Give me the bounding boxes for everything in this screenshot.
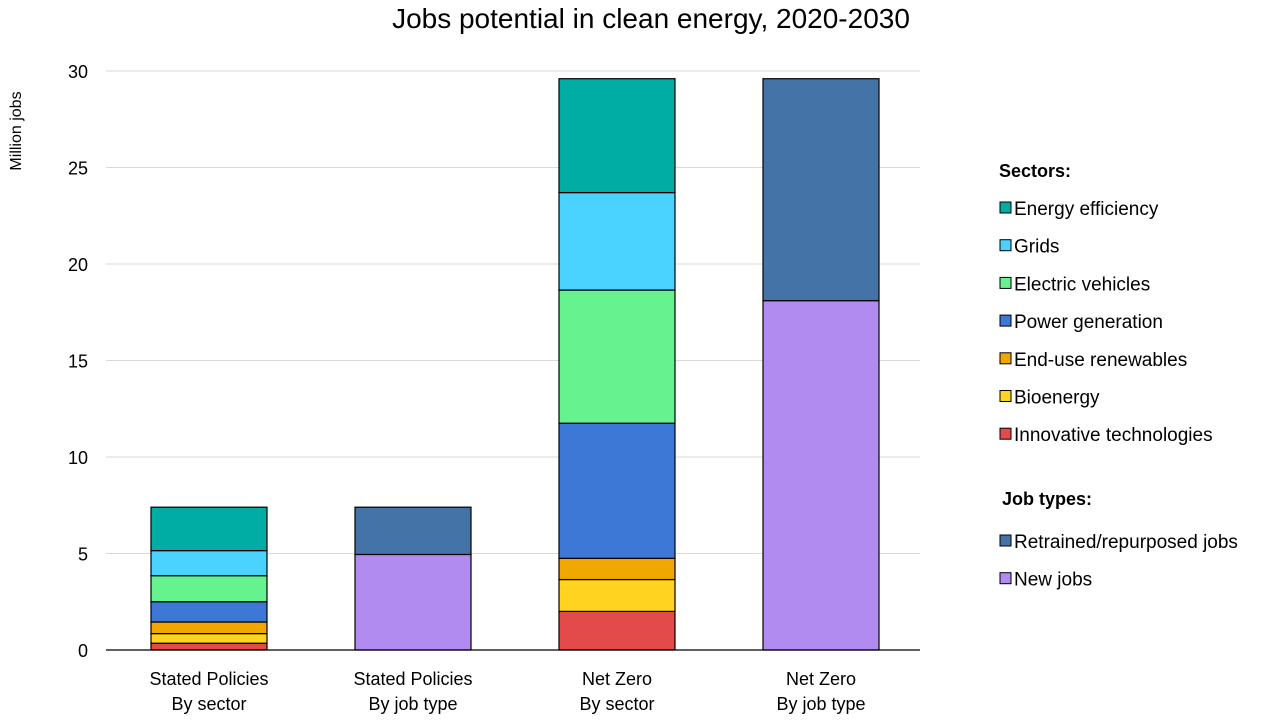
x-category-labels: Stated Policies By sector Stated Policies B… xyxy=(149,669,865,714)
y-tick-label: 20 xyxy=(68,255,88,275)
legend-item-label: Innovative technologies xyxy=(1014,425,1213,446)
x-category-label: By job type xyxy=(368,694,457,714)
bar-segment-new-jobs xyxy=(762,300,880,651)
legend-item-label: End-use renewables xyxy=(1014,350,1187,371)
bar-segment-bioenergy xyxy=(150,632,268,644)
x-category-label: By sector xyxy=(171,694,246,714)
bar-segment-electric-vehicles xyxy=(558,289,676,424)
legend-swatch xyxy=(999,427,1012,440)
bar-segment-new-jobs xyxy=(354,553,472,651)
legend-item-label: Bioenergy xyxy=(1014,388,1100,409)
legend-swatch xyxy=(999,352,1012,365)
legend-swatch xyxy=(999,534,1012,547)
bar-segment-energy-efficiency xyxy=(558,78,676,194)
legend-swatch xyxy=(999,572,1012,585)
bar-segment-power-generation xyxy=(150,601,268,623)
bar-segment-end-use-renewables xyxy=(150,621,268,635)
legend-item-label: Power generation xyxy=(1014,312,1163,333)
legend-swatch xyxy=(999,314,1012,327)
legend-item-label: Electric vehicles xyxy=(1014,274,1150,295)
y-tick-labels: 0 5 10 15 20 25 30 xyxy=(68,62,88,661)
bar-segment-retrained-repurposed-jobs xyxy=(762,78,880,302)
bar-segment-innovative-technologies xyxy=(558,610,676,651)
bar-segment-grids xyxy=(150,550,268,577)
legend-swatch xyxy=(999,276,1012,289)
legend-swatch xyxy=(999,239,1012,252)
legend-heading: Sectors: xyxy=(999,161,1071,181)
x-category-label: By job type xyxy=(776,694,865,714)
bar-segment-retrained-repurposed-jobs xyxy=(354,506,472,556)
bar-segment-bioenergy xyxy=(558,578,676,612)
bars xyxy=(150,78,880,651)
y-tick-label: 5 xyxy=(78,545,88,565)
legend-swatch xyxy=(999,201,1012,214)
bar-segment-end-use-renewables xyxy=(558,557,676,581)
legend-item-label: Grids xyxy=(1014,237,1059,258)
legend-item-label: Energy efficiency xyxy=(1014,199,1159,220)
x-category-label: By sector xyxy=(579,694,654,714)
legend-item-label: Retrained/repurposed jobs xyxy=(1014,532,1238,553)
bar-segment-grids xyxy=(558,191,676,291)
legend-swatch xyxy=(999,390,1012,402)
y-tick-label: 0 xyxy=(78,641,88,661)
legend: Sectors: Energy efficiency Grids Electric v… xyxy=(999,161,1238,591)
bar-segment-electric-vehicles xyxy=(150,575,268,603)
bar-segment-energy-efficiency xyxy=(150,506,268,552)
y-tick-label: 15 xyxy=(68,352,88,372)
y-tick-label: 25 xyxy=(68,159,88,179)
chart-title: Jobs potential in clean energy, 2020-203… xyxy=(392,3,910,34)
x-category-label: Stated Policies xyxy=(353,669,472,689)
bar-segment-innovative-technologies xyxy=(150,642,268,651)
y-tick-label: 30 xyxy=(68,62,88,82)
x-category-label: Stated Policies xyxy=(149,669,268,689)
legend-heading: Job types: xyxy=(1002,489,1092,509)
x-category-label: Net Zero xyxy=(786,669,856,689)
y-axis-label: Million jobs xyxy=(8,91,25,170)
bar-segment-power-generation xyxy=(558,422,676,559)
legend-item-label: New jobs xyxy=(1014,570,1092,591)
y-tick-label: 10 xyxy=(68,448,88,468)
x-category-label: Net Zero xyxy=(582,669,652,689)
